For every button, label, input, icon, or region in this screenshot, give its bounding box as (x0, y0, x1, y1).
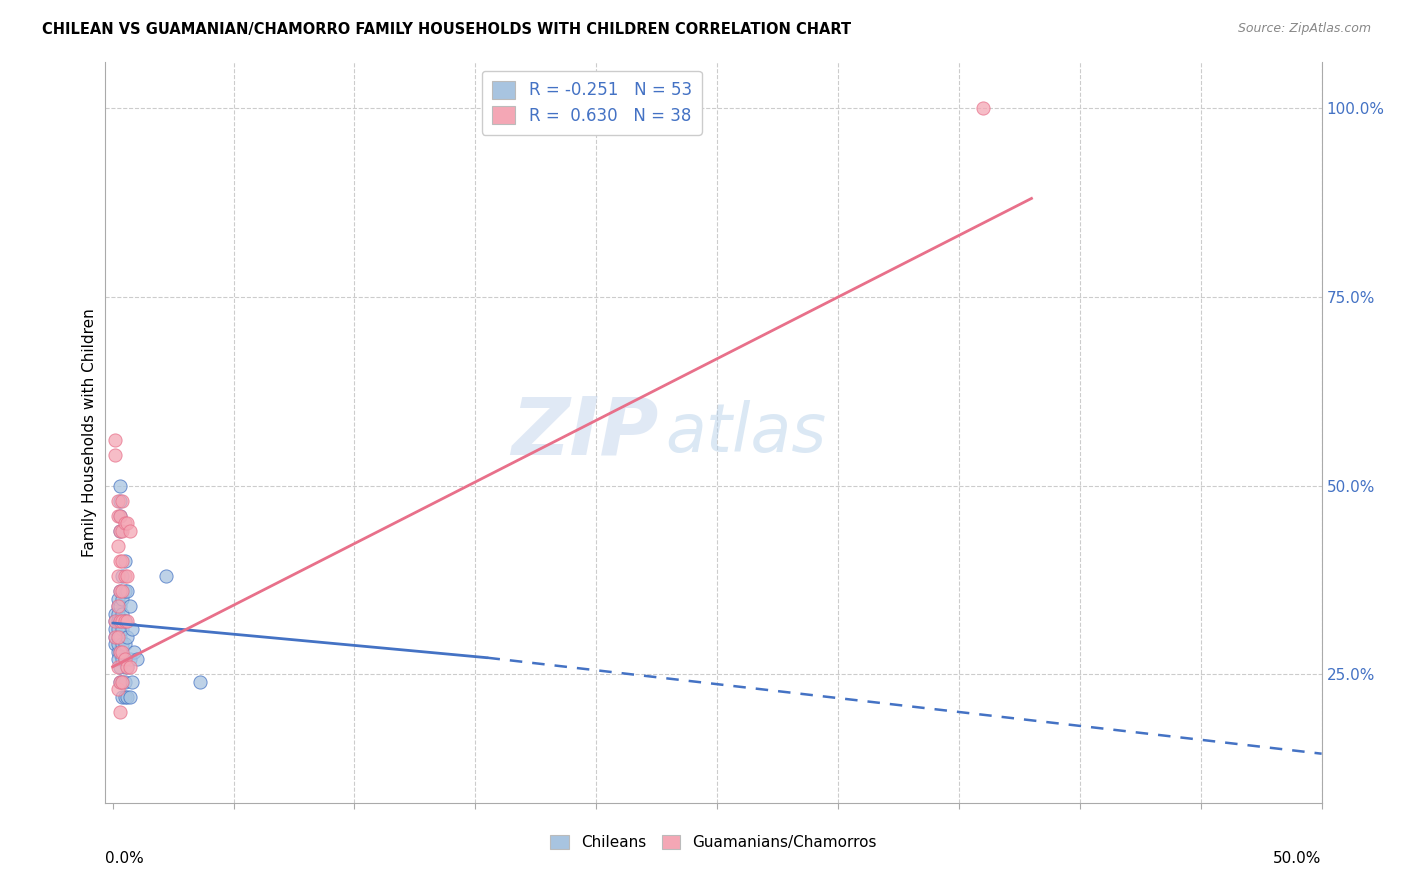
Point (115, 690, 138, 704)
Point (111, 554, 134, 568)
Point (111, 622, 134, 636)
Point (108, 615, 131, 629)
Point (107, 569, 129, 583)
Point (111, 591, 134, 606)
Point (108, 524, 131, 538)
Text: 0.0%: 0.0% (105, 851, 145, 866)
Point (124, 645, 146, 659)
Point (107, 630, 129, 644)
Point (118, 660, 141, 674)
Point (115, 660, 138, 674)
Point (111, 690, 134, 704)
Point (104, 607, 127, 621)
Point (114, 584, 136, 599)
Point (118, 652, 141, 666)
Point (107, 539, 129, 553)
Point (107, 645, 129, 659)
Point (118, 690, 141, 704)
Point (111, 524, 134, 538)
Text: Source: ZipAtlas.com: Source: ZipAtlas.com (1237, 22, 1371, 36)
Point (108, 493, 131, 508)
Point (107, 591, 129, 606)
Y-axis label: Family Households with Children: Family Households with Children (82, 309, 97, 557)
Point (107, 493, 129, 508)
Point (104, 630, 127, 644)
Point (107, 508, 129, 523)
Point (114, 690, 136, 704)
Point (121, 674, 143, 689)
Point (107, 599, 129, 614)
Point (114, 554, 136, 568)
Text: ZIP: ZIP (512, 393, 659, 472)
Point (972, 101, 994, 115)
Point (104, 630, 127, 644)
Point (104, 637, 127, 651)
Point (108, 674, 131, 689)
Point (111, 569, 134, 583)
Point (121, 622, 143, 636)
Point (108, 554, 131, 568)
Point (118, 599, 141, 614)
Point (114, 652, 136, 666)
Point (111, 645, 134, 659)
Point (188, 674, 211, 689)
Point (111, 674, 134, 689)
Point (108, 615, 131, 629)
Point (107, 599, 129, 614)
Point (114, 637, 136, 651)
Point (107, 652, 129, 666)
Point (108, 524, 131, 538)
Point (108, 584, 131, 599)
Point (107, 637, 129, 651)
Point (155, 569, 177, 583)
Point (114, 615, 136, 629)
Point (111, 652, 134, 666)
Point (114, 516, 136, 531)
Point (115, 660, 138, 674)
Point (104, 615, 127, 629)
Point (115, 584, 138, 599)
Point (111, 607, 134, 621)
Point (108, 660, 131, 674)
Point (107, 622, 129, 636)
Point (114, 615, 136, 629)
Point (115, 615, 138, 629)
Point (111, 674, 134, 689)
Point (118, 524, 141, 538)
Point (107, 660, 129, 674)
Text: 50.0%: 50.0% (1274, 851, 1322, 866)
Point (115, 516, 138, 531)
Point (108, 599, 131, 614)
Point (111, 493, 134, 508)
Point (108, 645, 131, 659)
Point (104, 433, 127, 447)
Point (125, 652, 148, 666)
Point (108, 645, 131, 659)
Point (107, 615, 129, 629)
Point (108, 630, 131, 644)
Legend: Chileans, Guamanians/Chamorros: Chileans, Guamanians/Chamorros (543, 828, 884, 858)
Point (111, 615, 134, 629)
Point (107, 607, 129, 621)
Point (115, 630, 138, 644)
Point (115, 569, 138, 583)
Point (108, 508, 131, 523)
Point (114, 652, 136, 666)
Point (108, 478, 131, 492)
Point (114, 569, 136, 583)
Point (104, 615, 127, 629)
Point (108, 508, 131, 523)
Point (104, 622, 127, 636)
Point (111, 584, 134, 599)
Text: atlas: atlas (665, 400, 825, 466)
Point (111, 637, 134, 651)
Point (107, 682, 129, 697)
Point (108, 705, 131, 719)
Point (108, 674, 131, 689)
Point (104, 448, 127, 462)
Text: CHILEAN VS GUAMANIAN/CHAMORRO FAMILY HOUSEHOLDS WITH CHILDREN CORRELATION CHART: CHILEAN VS GUAMANIAN/CHAMORRO FAMILY HOU… (42, 22, 851, 37)
Point (107, 630, 129, 644)
Point (108, 584, 131, 599)
Point (114, 674, 136, 689)
